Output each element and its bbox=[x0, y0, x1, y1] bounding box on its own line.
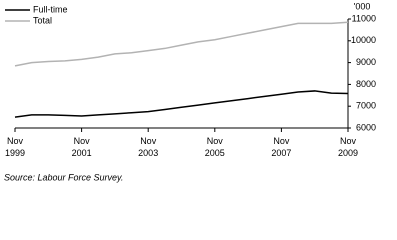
x-tick-label: Nov 2003 bbox=[138, 136, 158, 158]
x-tick-label: Nov 2007 bbox=[271, 136, 291, 158]
legend-label: Full-time bbox=[33, 4, 68, 14]
series-line bbox=[14, 90, 349, 118]
x-tick-label: Nov 1999 bbox=[5, 136, 25, 158]
x-tick-label: Nov 2005 bbox=[205, 136, 225, 158]
series-line bbox=[14, 21, 349, 67]
y-tick-label: 9000 bbox=[356, 57, 376, 67]
y-tick-label: 7000 bbox=[356, 101, 376, 111]
y-tick-label: 8000 bbox=[356, 79, 376, 89]
x-tick-label: Nov 2009 bbox=[338, 136, 358, 158]
y-tick-label: 10000 bbox=[351, 35, 376, 45]
y-tick-label: 6000 bbox=[356, 122, 376, 132]
x-tick-label: Nov 2001 bbox=[72, 136, 92, 158]
y-unit-label: '000 bbox=[354, 1, 371, 11]
source-note: Source: Labour Force Survey. bbox=[4, 172, 123, 182]
y-tick-label: 11000 bbox=[352, 13, 376, 23]
legend-label: Total bbox=[33, 15, 52, 25]
chart: '000 Source: Labour Force Survey. 6000 70… bbox=[4, 1, 376, 182]
